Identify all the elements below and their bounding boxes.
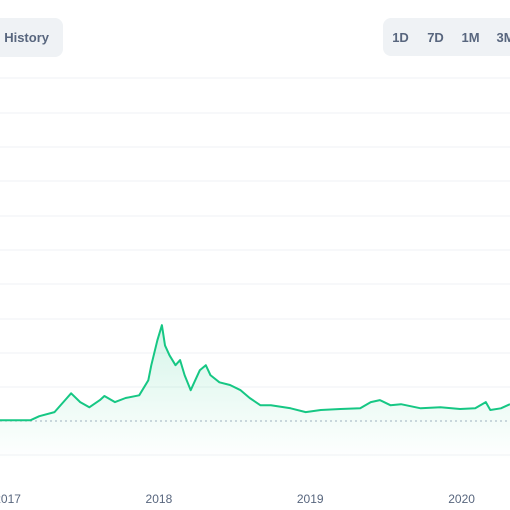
range-3m[interactable]: 3M: [496, 29, 510, 45]
x-tick-label: 2020: [448, 492, 475, 506]
x-tick-label: 2017: [0, 492, 21, 506]
x-tick-label: 2018: [146, 492, 173, 506]
range-1m[interactable]: 1M: [461, 29, 480, 45]
area: [0, 325, 510, 460]
label: History: [4, 30, 49, 45]
history-button[interactable]: History: [0, 18, 63, 57]
range-1d[interactable]: 1D: [392, 29, 409, 45]
range-buttons: 1D 7D 1M 3M: [383, 18, 510, 56]
price-line: [0, 324, 510, 422]
x-tick-label: 2019: [297, 492, 324, 506]
range-7d[interactable]: 7D: [427, 29, 444, 45]
